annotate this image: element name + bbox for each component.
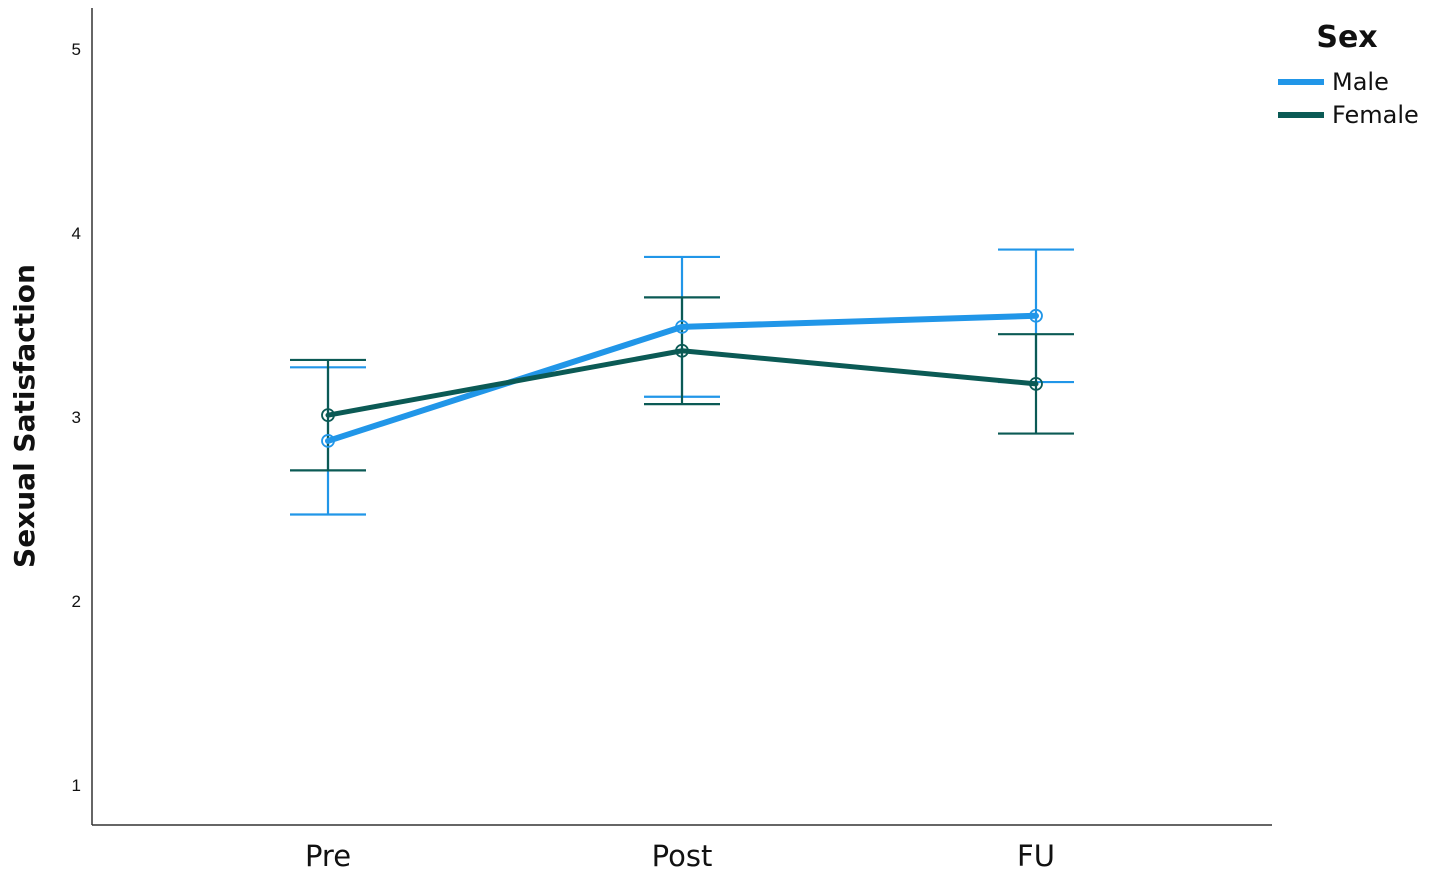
legend-label: Male <box>1332 68 1389 96</box>
x-tick-label: Pre <box>305 839 351 873</box>
legend-items: Male Female <box>1278 68 1419 129</box>
data-point-female <box>321 408 335 423</box>
legend-label: Female <box>1332 101 1419 129</box>
x-tick-label: Post <box>652 839 713 873</box>
legend-item-female: Female <box>1278 101 1419 129</box>
y-tick-label: 3 <box>72 408 81 427</box>
series-line-male <box>325 312 1039 444</box>
y-tick-labels: 1 2 3 4 5 <box>72 40 81 795</box>
x-tick-label: FU <box>1017 839 1055 873</box>
y-tick-label: 1 <box>72 776 81 795</box>
data-point-female <box>1029 376 1043 391</box>
series-lines <box>325 312 1039 444</box>
data-point-female <box>675 343 689 358</box>
y-tick-label: 4 <box>72 224 81 243</box>
series-line-female <box>325 348 1039 418</box>
data-point-male <box>1029 308 1043 323</box>
axes <box>91 8 1272 826</box>
error-bars <box>290 248 1074 516</box>
y-tick-label: 5 <box>72 40 81 59</box>
data-point-male <box>675 319 689 334</box>
legend-item-male: Male <box>1278 68 1389 96</box>
x-tick-labels: Pre Post FU <box>305 839 1055 873</box>
legend: Sex Male Female <box>1278 20 1419 129</box>
data-point-male <box>321 434 335 448</box>
series-points <box>321 308 1043 448</box>
y-axis-label: Sexual Satisfaction <box>8 264 41 568</box>
legend-title: Sex <box>1316 20 1377 55</box>
y-tick-label: 2 <box>72 592 81 611</box>
